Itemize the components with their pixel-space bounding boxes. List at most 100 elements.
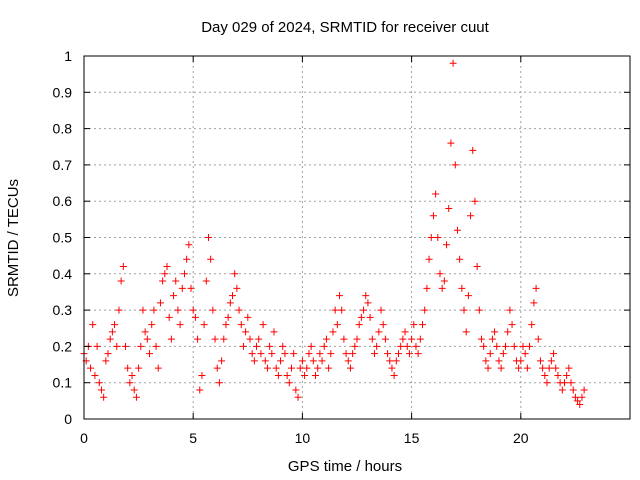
data-point (340, 335, 348, 343)
data-point (261, 357, 269, 365)
data-point (248, 350, 256, 358)
data-point (351, 342, 359, 350)
data-point (187, 284, 195, 292)
data-point (128, 371, 136, 379)
data-point (163, 263, 171, 271)
data-point (469, 146, 477, 154)
data-point (364, 299, 372, 307)
data-point (405, 350, 413, 358)
data-point (237, 321, 245, 329)
x-tick-label: 0 (80, 430, 88, 446)
data-point (510, 342, 518, 350)
data-point (331, 306, 339, 314)
data-point (508, 321, 516, 329)
data-point (427, 234, 435, 241)
data-point (462, 328, 470, 336)
data-point (379, 321, 387, 329)
data-point (360, 306, 368, 314)
data-point (534, 335, 542, 343)
data-point (366, 313, 374, 321)
data-point (194, 335, 202, 343)
data-point (301, 371, 309, 379)
data-point (180, 270, 188, 278)
data-point (257, 350, 265, 358)
data-point (410, 321, 418, 329)
data-point (178, 284, 186, 292)
data-point (253, 342, 261, 350)
data-point (200, 321, 208, 329)
data-point (506, 306, 514, 314)
data-point (104, 350, 112, 358)
data-point (368, 335, 376, 343)
data-point (198, 371, 206, 379)
data-point (447, 139, 455, 147)
data-point (229, 292, 237, 300)
data-point (196, 386, 204, 394)
data-point (244, 313, 252, 321)
y-tick-label: 0.4 (53, 266, 73, 282)
data-point (191, 313, 199, 321)
data-point (467, 212, 475, 220)
data-point (126, 379, 134, 387)
data-point (456, 255, 464, 263)
data-point (189, 306, 197, 314)
data-point (515, 364, 523, 372)
data-point (528, 321, 536, 329)
data-point (143, 335, 151, 343)
data-point (312, 371, 320, 379)
data-point (202, 277, 210, 285)
data-point (550, 350, 558, 358)
data-point (475, 306, 483, 314)
data-point (298, 357, 306, 365)
data-point (154, 364, 162, 372)
data-point (370, 350, 378, 358)
data-point (266, 342, 274, 350)
data-point (497, 364, 505, 372)
data-point (392, 357, 400, 365)
data-point (165, 313, 173, 321)
data-point (113, 342, 121, 350)
data-point (403, 342, 411, 350)
data-point (397, 342, 405, 350)
data-point (329, 328, 337, 336)
data-point (294, 393, 302, 401)
data-point (493, 342, 501, 350)
data-point (578, 393, 586, 401)
data-point (303, 364, 311, 372)
data-point (394, 350, 402, 358)
data-point (95, 379, 103, 387)
data-point (576, 400, 584, 408)
data-point (504, 328, 512, 336)
data-point (349, 350, 357, 358)
data-point (362, 292, 370, 300)
data-point (159, 277, 167, 285)
data-point (119, 263, 127, 271)
data-point (124, 364, 132, 372)
y-tick-label: 0 (64, 411, 72, 427)
y-tick-label: 0.9 (53, 84, 73, 100)
data-point (97, 386, 105, 394)
data-point (464, 292, 472, 300)
data-point (523, 364, 531, 372)
data-point (440, 277, 448, 285)
data-point (388, 364, 396, 372)
data-point (530, 299, 538, 307)
data-point (209, 306, 217, 314)
data-point (309, 357, 317, 365)
y-tick-label: 0.7 (53, 157, 73, 173)
data-point (580, 386, 588, 394)
data-point (322, 335, 330, 343)
data-point (421, 306, 429, 314)
data-point (167, 335, 175, 343)
data-point (141, 328, 149, 336)
data-point (445, 204, 453, 212)
data-point (373, 342, 381, 350)
data-point (471, 197, 479, 205)
data-point (305, 350, 313, 358)
data-point (108, 328, 116, 336)
y-tick-label: 0.2 (53, 338, 73, 354)
data-point (336, 292, 344, 300)
data-point (121, 342, 129, 350)
x-tick-label: 20 (513, 430, 529, 446)
y-tick-label: 0.5 (53, 230, 73, 246)
